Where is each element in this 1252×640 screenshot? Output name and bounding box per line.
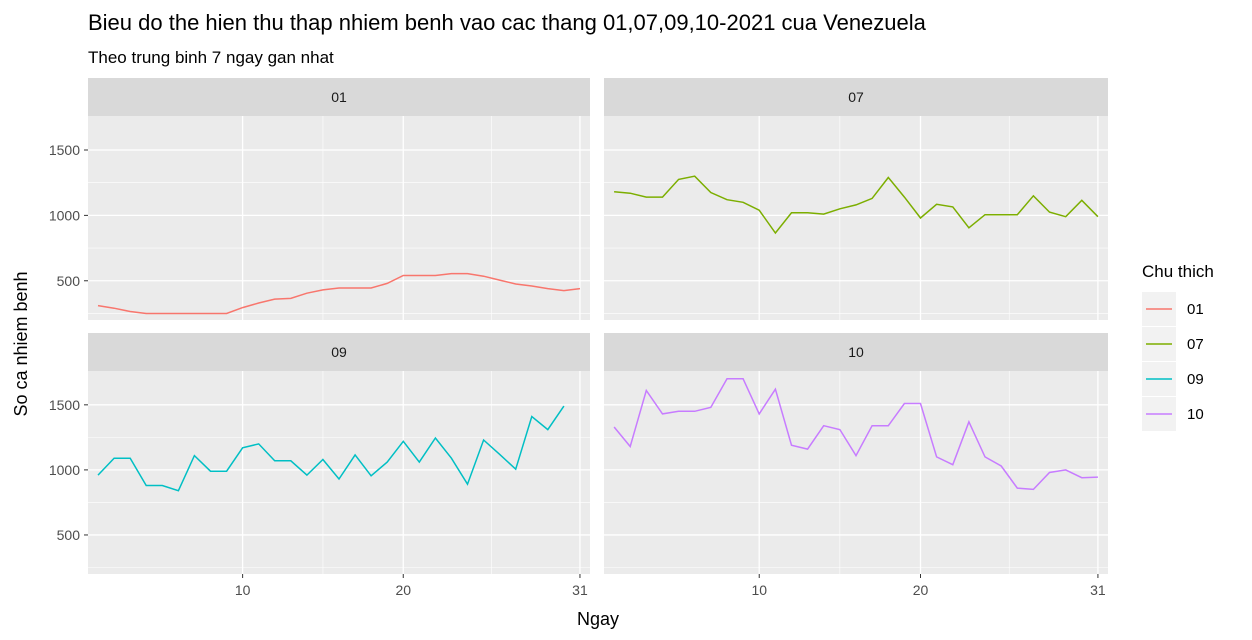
legend: Chu thich 01 07 09 10	[1142, 262, 1214, 431]
series-line-10	[613, 378, 1098, 491]
x-tick-label: 31	[572, 582, 588, 598]
facet-panel-09: 09	[88, 333, 590, 574]
y-axis-title: So ca nhiem benh	[11, 271, 31, 416]
x-tick-label: 20	[913, 582, 929, 598]
facet-strip	[88, 333, 590, 371]
legend-label: 10	[1187, 406, 1204, 423]
panel-background	[88, 371, 590, 574]
legend-label: 01	[1187, 301, 1204, 318]
panel-background	[604, 116, 1108, 320]
legend-label: 07	[1187, 336, 1204, 353]
y-tick-label: 500	[57, 527, 81, 543]
facet-panel-01: 01	[88, 78, 590, 320]
y-tick-label: 1500	[49, 397, 80, 413]
legend-label: 09	[1187, 371, 1204, 388]
panel-background	[604, 371, 1108, 574]
y-tick-label: 500	[57, 273, 81, 289]
x-tick-label: 31	[1090, 582, 1106, 598]
y-tick-label: 1500	[49, 142, 80, 158]
facet-panel-10: 10	[604, 333, 1108, 574]
facet-panel-07: 07	[604, 78, 1108, 320]
x-tick-label: 20	[395, 582, 411, 598]
series-line-07	[614, 175, 1099, 235]
chart-subtitle: Theo trung binh 7 ngay gan nhat	[88, 48, 334, 67]
legend-item-01: 01	[1142, 292, 1204, 326]
facet-strip	[604, 333, 1108, 371]
facet-strip-label: 01	[331, 89, 347, 105]
facet-strip	[88, 78, 590, 116]
x-tick-label: 10	[751, 582, 767, 598]
x-axis-title: Ngay	[577, 609, 619, 629]
x-tick-label: 10	[235, 582, 251, 598]
legend-items: 01 07 09 10	[1142, 292, 1204, 431]
y-tick-label: 1000	[49, 462, 80, 478]
facet-strip-label: 09	[331, 344, 347, 360]
chart-title: Bieu do the hien thu thap nhiem benh vao…	[88, 10, 927, 35]
legend-item-10: 10	[1142, 397, 1204, 431]
series-line-01	[97, 272, 581, 315]
facet-strip-label: 10	[848, 344, 864, 360]
y-axis: 500 1000 1500 500 1000 1500	[49, 142, 88, 543]
panel-background	[88, 116, 590, 320]
facet-strip	[604, 78, 1108, 116]
legend-title: Chu thich	[1142, 262, 1214, 281]
facet-strip-label: 07	[848, 89, 864, 105]
y-tick-label: 1000	[49, 207, 80, 223]
legend-item-09: 09	[1142, 362, 1204, 396]
legend-item-07: 07	[1142, 327, 1204, 361]
facet-panels: 01 07 09 10	[88, 78, 1108, 574]
series-line-09	[97, 405, 565, 492]
x-axis: 10 20 31 10 20 31	[235, 574, 1106, 598]
